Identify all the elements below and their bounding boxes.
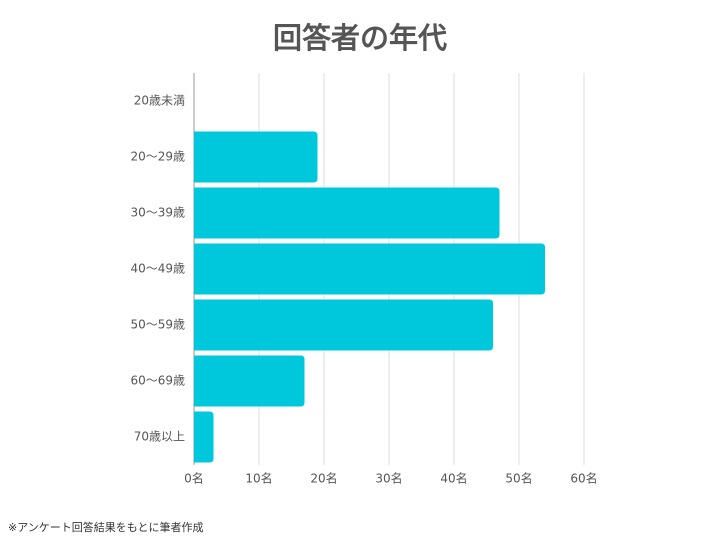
chart-title: 回答者の年代 [273,21,447,55]
y-tick-label: 20歳未満 [134,94,185,108]
y-tick-label: 50〜59歳 [130,318,185,332]
x-tick-label: 0名 [184,471,204,486]
bar [194,355,305,407]
x-tick-label: 30名 [375,471,402,486]
y-tick-label: 70歳以上 [134,430,185,444]
x-tick-label: 20名 [310,471,337,486]
bar [194,411,214,463]
y-tick-label: 60〜69歳 [130,374,185,388]
y-tick-label: 30〜39歳 [130,206,185,220]
bar [194,243,545,295]
x-tick-label: 40名 [440,471,467,486]
x-tick-label: 10名 [245,471,272,486]
bar [194,187,500,239]
y-tick-label: 40〜49歳 [130,262,185,276]
y-tick-label: 20〜29歳 [130,150,185,164]
footnote: ※アンケート回答結果をもとに筆者作成 [8,520,204,534]
bar [194,131,318,183]
x-tick-label: 50名 [505,471,532,486]
bar [194,299,493,351]
x-tick-label: 60名 [570,471,597,486]
